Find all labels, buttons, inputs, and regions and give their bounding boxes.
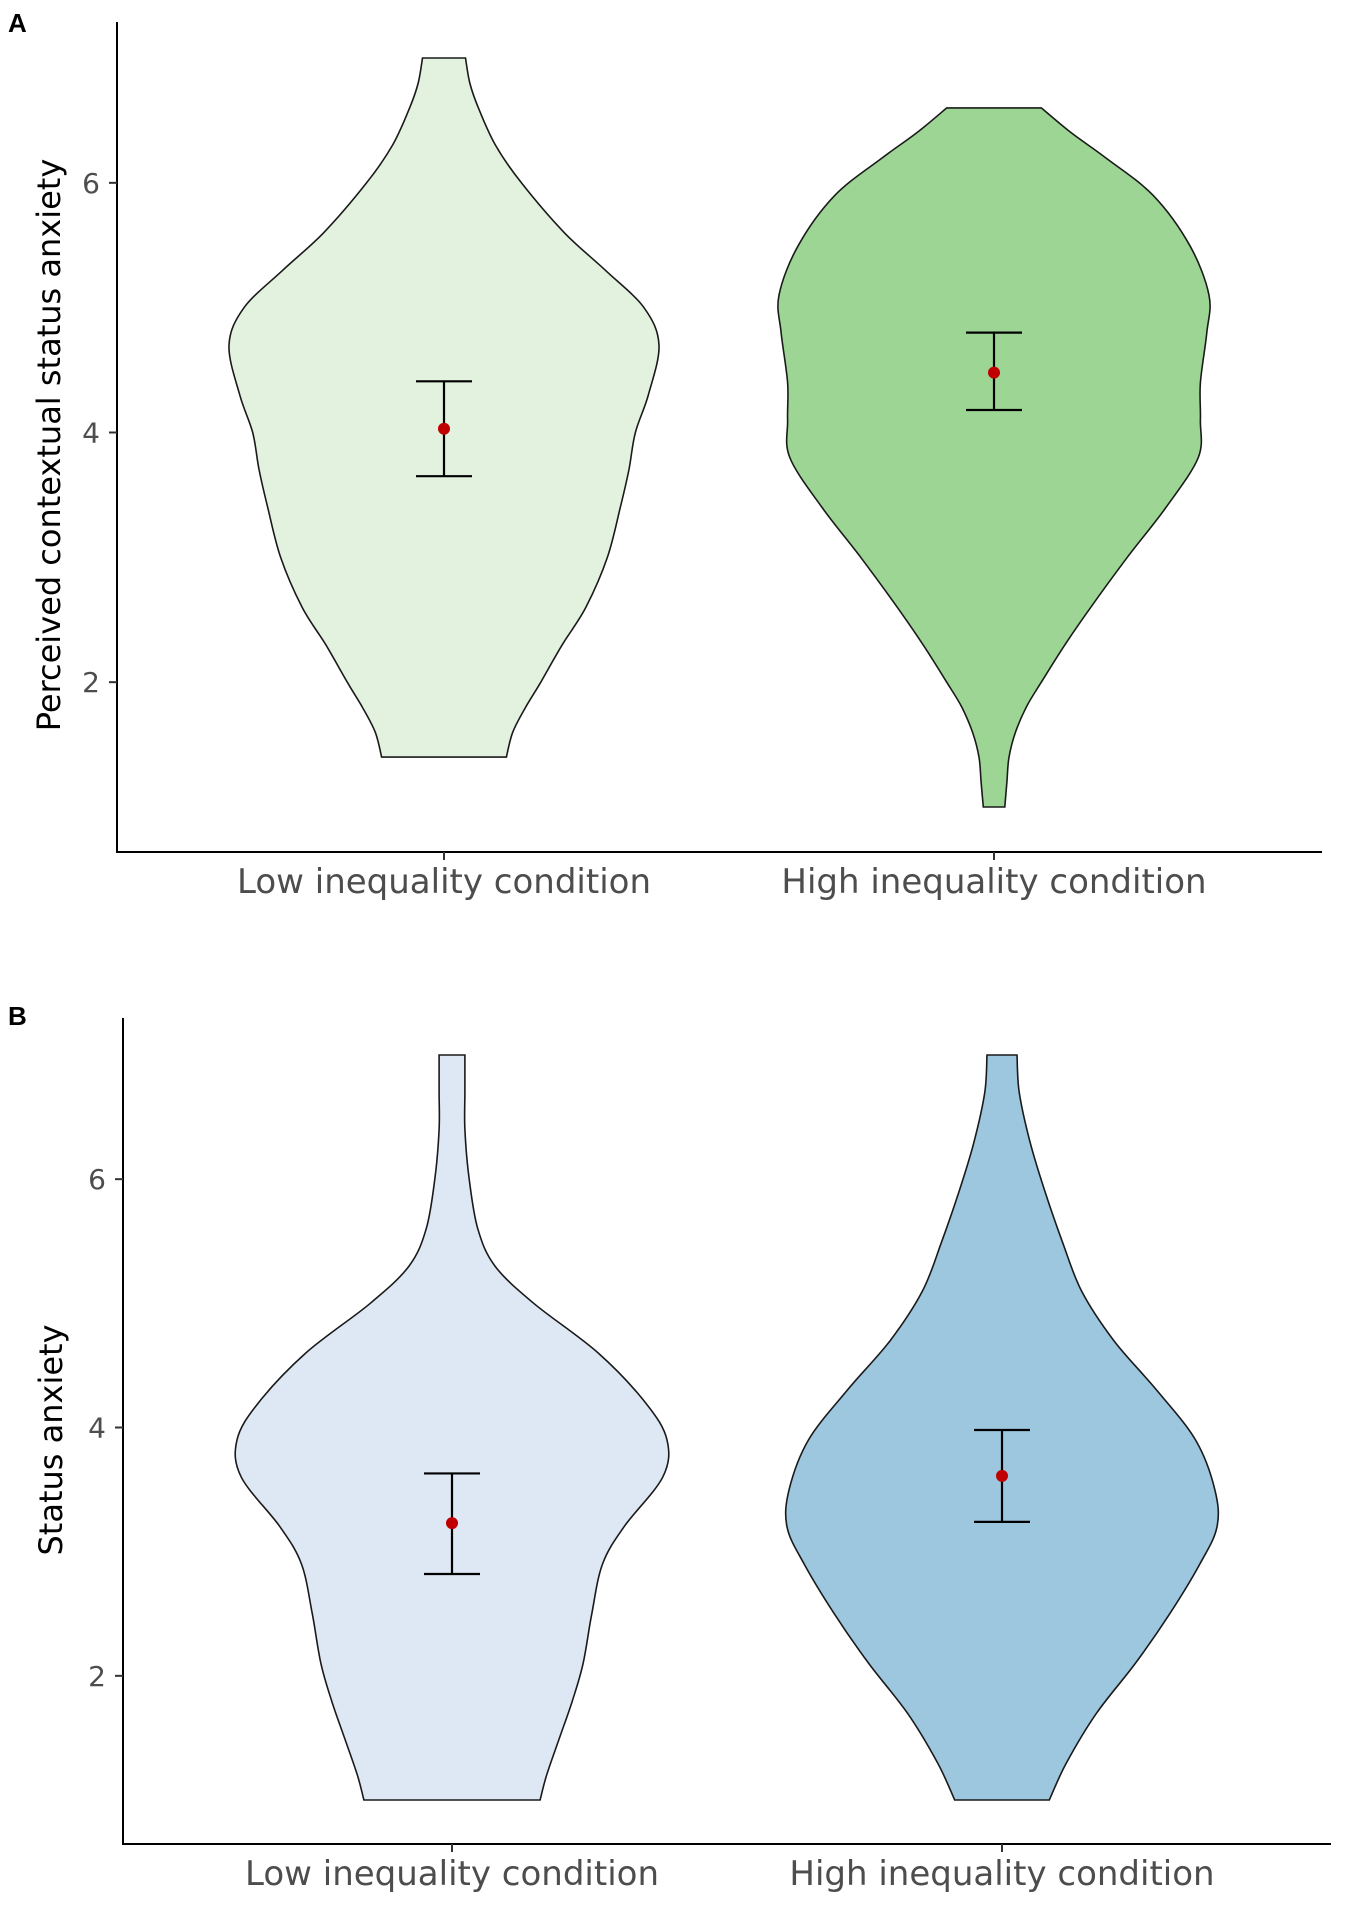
panel-a: A 2 4 6 Low inequality condition High inequ… <box>8 8 1322 902</box>
panel-b: B 2 4 6 Low inequality condition High inequ… <box>8 1001 1331 1894</box>
violin-a-high <box>777 107 1211 808</box>
mean-point-a-low <box>438 422 450 435</box>
y-axis-title-b: Status anxiety <box>32 1324 70 1555</box>
mean-point-b-high <box>996 1469 1008 1482</box>
y-tick-label-a-6: 6 <box>82 167 100 200</box>
y-ticks-b: 2 4 6 <box>88 1163 123 1693</box>
y-ticks-a: 2 4 6 <box>82 167 117 699</box>
x-ticks-b: Low inequality condition High inequality … <box>245 1844 1215 1894</box>
violins-b <box>234 1054 1220 1801</box>
panel-label-a: A <box>8 8 27 38</box>
mean-point-a-high <box>988 366 1000 379</box>
error-bars-b <box>424 1428 1030 1576</box>
y-tick-label-b-6: 6 <box>88 1163 106 1196</box>
violins-a <box>228 57 1211 808</box>
mean-point-b-low <box>446 1517 458 1530</box>
y-tick-label-a-2: 2 <box>82 666 100 699</box>
x-tick-label-b-low: Low inequality condition <box>245 1854 659 1894</box>
panel-label-b: B <box>8 1001 27 1031</box>
y-tick-label-b-4: 4 <box>88 1412 106 1445</box>
violin-b-high <box>784 1054 1220 1801</box>
x-tick-label-b-high: High inequality condition <box>789 1854 1214 1894</box>
error-bars-a <box>416 331 1022 478</box>
y-axis-title-a: Perceived contextual status anxiety <box>30 159 68 732</box>
violin-b-low <box>234 1054 670 1801</box>
x-ticks-a: Low inequality condition High inequality … <box>237 852 1207 902</box>
y-tick-label-b-2: 2 <box>88 1660 106 1693</box>
y-tick-label-a-4: 4 <box>82 417 100 450</box>
x-tick-label-a-low: Low inequality condition <box>237 862 651 902</box>
x-tick-label-a-high: High inequality condition <box>781 862 1206 902</box>
